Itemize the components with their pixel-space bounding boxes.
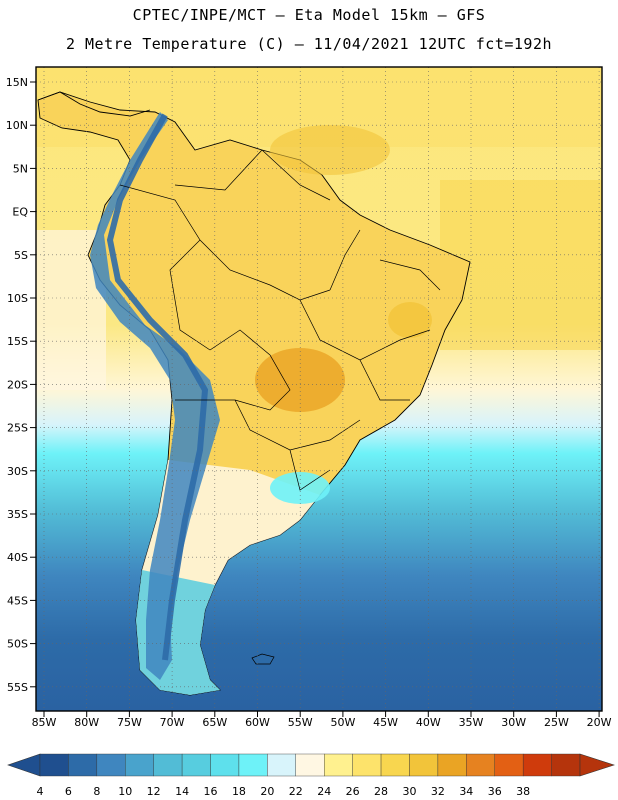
lon-label: 20W xyxy=(587,716,612,729)
lon-label: 40W xyxy=(416,716,441,729)
lon-label: 85W xyxy=(32,716,57,729)
colorbar-tick-label: 24 xyxy=(317,785,331,798)
lat-label: 25S xyxy=(7,422,28,435)
lat-label: 5N xyxy=(13,162,28,175)
colorbar-tick-label: 10 xyxy=(118,785,132,798)
map-gridlines xyxy=(36,67,602,711)
colorbar-tick-label: 12 xyxy=(147,785,161,798)
colorbar-swatch xyxy=(409,753,439,777)
colorbar-tick-label: 28 xyxy=(374,785,388,798)
colorbar-swatch xyxy=(68,753,98,777)
colorbar-swatch xyxy=(295,753,325,777)
colorbar-tick-label: 38 xyxy=(516,785,530,798)
colorbar-swatch xyxy=(324,753,353,777)
colorbar-swatch xyxy=(39,753,69,777)
central-america-coast xyxy=(37,91,151,117)
lat-label: 20S xyxy=(7,378,28,391)
lat-label: 10N xyxy=(6,119,28,132)
lat-label: 50S xyxy=(7,638,28,651)
colorbar-left-arrow xyxy=(7,753,41,777)
colorbar-tick-label: 22 xyxy=(289,785,303,798)
lat-label: 55S xyxy=(7,681,28,694)
colorbar-swatch xyxy=(238,753,268,777)
colorbar-swatch xyxy=(267,753,296,777)
colorbar-tick-label: 6 xyxy=(65,785,72,798)
andes-ridge xyxy=(106,113,209,661)
lon-label: 70W xyxy=(160,716,185,729)
hot-spot-east xyxy=(388,302,432,338)
colorbar-swatch xyxy=(380,753,410,777)
colorbar-swatch xyxy=(96,753,126,777)
lon-label: 75W xyxy=(117,716,142,729)
lon-label: 30W xyxy=(501,716,526,729)
lon-label: 55W xyxy=(288,716,313,729)
hot-spot-north xyxy=(270,125,390,175)
colorbar-tick-label: 8 xyxy=(93,785,100,798)
lat-label: 15S xyxy=(7,335,28,348)
colorbar-swatch xyxy=(522,753,552,777)
lon-label: 45W xyxy=(373,716,398,729)
colorbar-swatch xyxy=(466,753,495,777)
colorbar-tick-label: 34 xyxy=(459,785,473,798)
colorbar-swatch xyxy=(125,753,154,777)
lat-label: 30S xyxy=(7,465,28,478)
colorbar-swatch xyxy=(210,753,240,777)
colorbar-swatch xyxy=(352,753,382,777)
map-title-line1: CPTEC/INPE/MCT – Eta Model 15km – GFS xyxy=(132,6,486,24)
colorbar-swatch xyxy=(494,753,524,777)
lat-label: 45S xyxy=(7,594,28,607)
lat-label: 10S xyxy=(7,292,28,305)
colorbar xyxy=(7,753,615,777)
colorbar-tick-label: 4 xyxy=(37,785,44,798)
lon-label: 65W xyxy=(202,716,227,729)
lon-label: 60W xyxy=(245,716,270,729)
lat-label: 40S xyxy=(7,551,28,564)
lat-label: 5S xyxy=(14,249,28,262)
lon-label: 80W xyxy=(74,716,99,729)
map-frame xyxy=(35,66,603,712)
colorbar-tick-label: 16 xyxy=(204,785,218,798)
lon-label: 50W xyxy=(330,716,355,729)
colorbar-swatch xyxy=(181,753,211,777)
colorbar-right-arrow xyxy=(579,753,615,777)
lat-label: EQ xyxy=(12,206,28,219)
colorbar-swatch xyxy=(153,753,183,777)
colorbar-tick-label: 20 xyxy=(260,785,274,798)
colorbar-tick-label: 36 xyxy=(488,785,502,798)
map-title-line2: 2 Metre Temperature (C) – 11/04/2021 12U… xyxy=(65,35,553,53)
colorbar-swatch xyxy=(551,753,581,777)
colorbar-tick-label: 32 xyxy=(431,785,445,798)
lat-label: 15N xyxy=(6,76,28,89)
lon-label: 25W xyxy=(544,716,569,729)
lat-label: 35S xyxy=(7,508,28,521)
colorbar-tick-label: 30 xyxy=(402,785,416,798)
colorbar-swatch xyxy=(437,753,467,777)
andes-cold-band xyxy=(90,112,220,680)
colorbar-tick-label: 26 xyxy=(346,785,360,798)
falkland-islands xyxy=(251,653,275,665)
lon-label: 35W xyxy=(459,716,484,729)
colorbar-tick-label: 18 xyxy=(232,785,246,798)
colorbar-tick-label: 14 xyxy=(175,785,189,798)
